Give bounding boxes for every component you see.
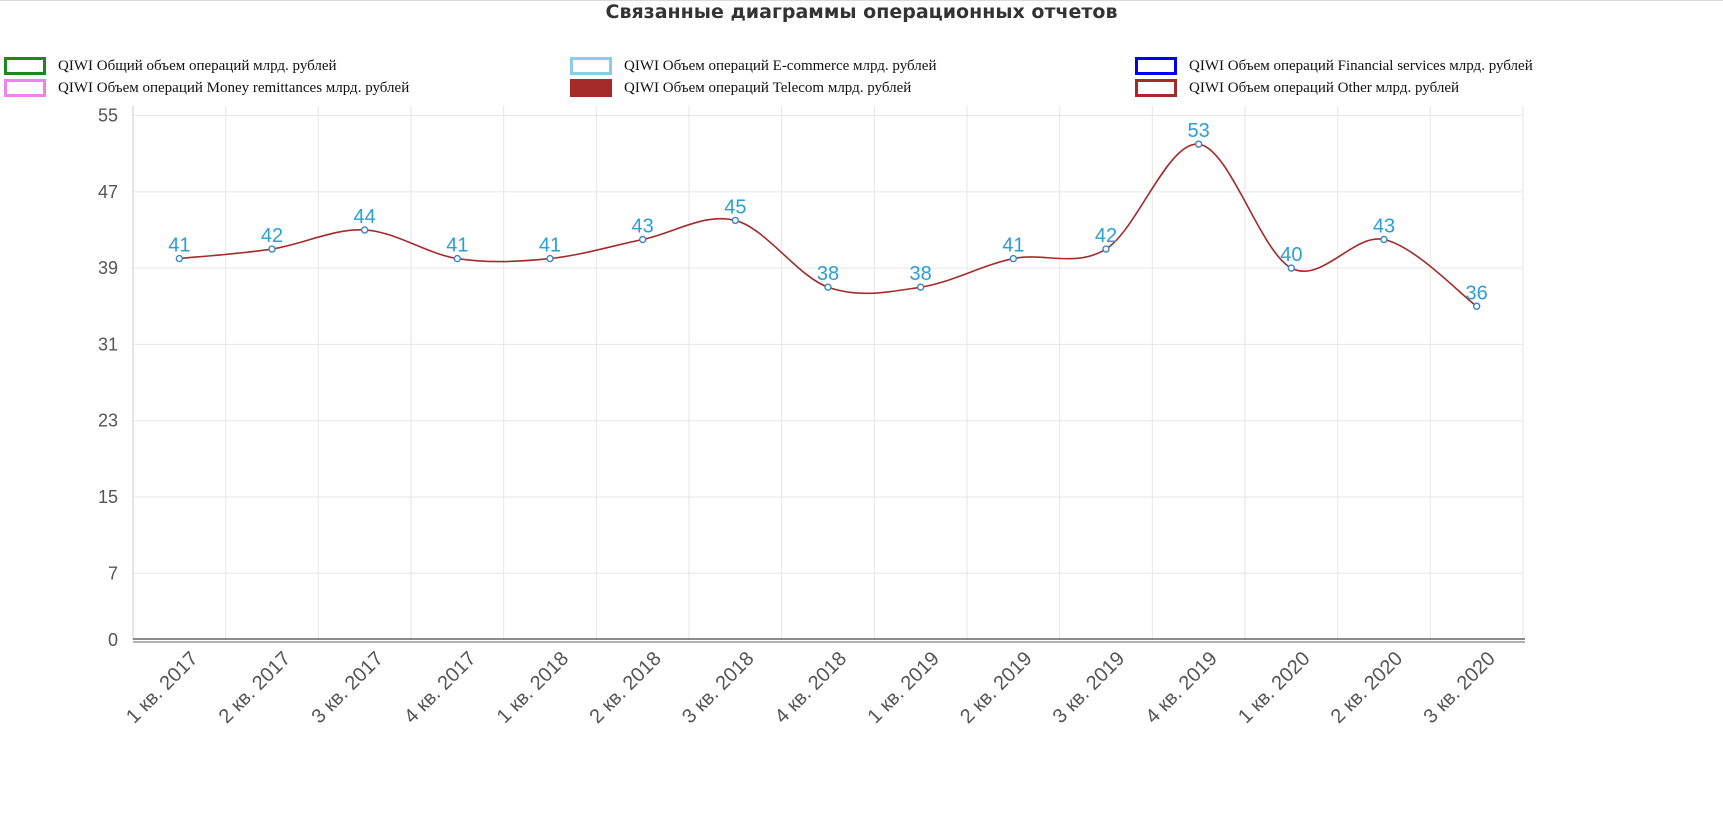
- x-tick-label: 1 кв. 2020: [1234, 648, 1314, 728]
- y-tick-label: 7: [108, 563, 118, 583]
- data-point: [638, 235, 647, 244]
- data-label: 36: [1466, 282, 1488, 304]
- legend-label-other: QIWI Объем операций Other млрд. рублей: [1189, 79, 1459, 96]
- legend-label-telecom: QIWI Объем операций Telecom млрд. рублей: [624, 79, 912, 96]
- y-tick-label: 15: [98, 487, 118, 507]
- legend-item-ecommerce[interactable]: QIWI Объем операций E-commerce млрд. руб…: [570, 56, 936, 76]
- y-tick-label: 0: [108, 630, 118, 650]
- y-tick-label: 55: [98, 106, 118, 126]
- data-label: 43: [1373, 216, 1395, 238]
- legend-item-money-remittances[interactable]: QIWI Объем операций Money remittances мл…: [4, 78, 409, 98]
- x-tick-label: 3 кв. 2019: [1049, 648, 1129, 728]
- data-point: [268, 245, 276, 253]
- x-tick-label: 1 кв. 2017: [122, 648, 202, 728]
- x-tick-label: 1 кв. 2018: [493, 648, 573, 728]
- data-label: 38: [817, 263, 839, 285]
- legend: QIWI Общий объем операций млрд. рублей Q…: [0, 56, 1723, 106]
- series-line: [179, 143, 1478, 307]
- data-label: 43: [632, 216, 654, 238]
- data-label: 40: [1280, 244, 1302, 266]
- x-tick-label: 4 кв. 2017: [400, 648, 480, 728]
- legend-swatch-ecommerce: [570, 57, 612, 75]
- data-point: [360, 226, 369, 234]
- data-label: 41: [168, 235, 190, 257]
- legend-swatch-total: [4, 57, 46, 75]
- x-tick-label: 1 кв. 2019: [863, 648, 943, 728]
- y-tick-label: 23: [98, 411, 118, 431]
- legend-item-other[interactable]: QIWI Объем операций Other млрд. рублей: [1135, 78, 1459, 98]
- data-label: 45: [724, 196, 746, 218]
- x-tick-label: 2 кв. 2018: [585, 648, 665, 728]
- data-label: 42: [1095, 225, 1117, 247]
- y-tick-label: 39: [98, 258, 118, 278]
- x-tick-label: 2 кв. 2019: [956, 648, 1036, 728]
- data-label: 42: [261, 225, 283, 247]
- legend-swatch-telecom: [570, 79, 612, 97]
- data-label: 41: [539, 235, 561, 257]
- data-point: [1472, 302, 1481, 310]
- top-rule: [0, 0, 1723, 1]
- data-label: 44: [354, 206, 376, 228]
- data-point: [1194, 140, 1203, 148]
- chart-title: Связанные диаграммы операционных отчетов: [605, 1, 1118, 23]
- legend-label-financial-services: QIWI Объем операций Financial services м…: [1189, 57, 1533, 74]
- data-point: [175, 254, 184, 263]
- data-point: [1102, 245, 1110, 253]
- data-point: [916, 283, 925, 291]
- data-label: 41: [1002, 235, 1024, 257]
- data-point: [1380, 235, 1388, 244]
- legend-item-financial-services[interactable]: QIWI Объем операций Financial services м…: [1135, 56, 1533, 76]
- data-point: [1287, 264, 1296, 272]
- x-tick-label: 3 кв. 2017: [307, 648, 387, 728]
- x-tick-label: 4 кв. 2018: [771, 648, 851, 728]
- legend-label-money-remittances: QIWI Объем операций Money remittances мл…: [58, 79, 410, 96]
- data-point: [453, 254, 462, 263]
- x-tick-label: 3 кв. 2018: [678, 648, 758, 728]
- legend-label-ecommerce: QIWI Объем операций E-commerce млрд. руб…: [624, 57, 937, 74]
- legend-item-total[interactable]: QIWI Общий объем операций млрд. рублей: [4, 56, 337, 76]
- data-point: [1009, 254, 1018, 263]
- x-tick-label: 2 кв. 2017: [215, 648, 295, 728]
- data-label: 41: [446, 235, 468, 257]
- data-point: [546, 254, 554, 263]
- y-tick-label: 31: [98, 334, 118, 354]
- x-tick-label: 2 кв. 2020: [1327, 648, 1407, 728]
- x-tick-label: 3 кв. 2020: [1419, 648, 1499, 728]
- data-label: 38: [910, 263, 932, 285]
- legend-item-telecom[interactable]: QIWI Объем операций Telecom млрд. рублей: [570, 78, 911, 98]
- data-point: [731, 216, 740, 225]
- y-tick-label: 47: [98, 182, 118, 202]
- legend-swatch-other: [1135, 79, 1177, 97]
- legend-swatch-financial-services: [1135, 57, 1177, 75]
- legend-label-total: QIWI Общий объем операций млрд. рублей: [58, 57, 337, 74]
- x-tick-label: 4 кв. 2019: [1141, 648, 1221, 728]
- legend-swatch-money-remittances: [4, 79, 46, 97]
- data-label: 53: [1188, 120, 1210, 142]
- data-point: [824, 283, 832, 291]
